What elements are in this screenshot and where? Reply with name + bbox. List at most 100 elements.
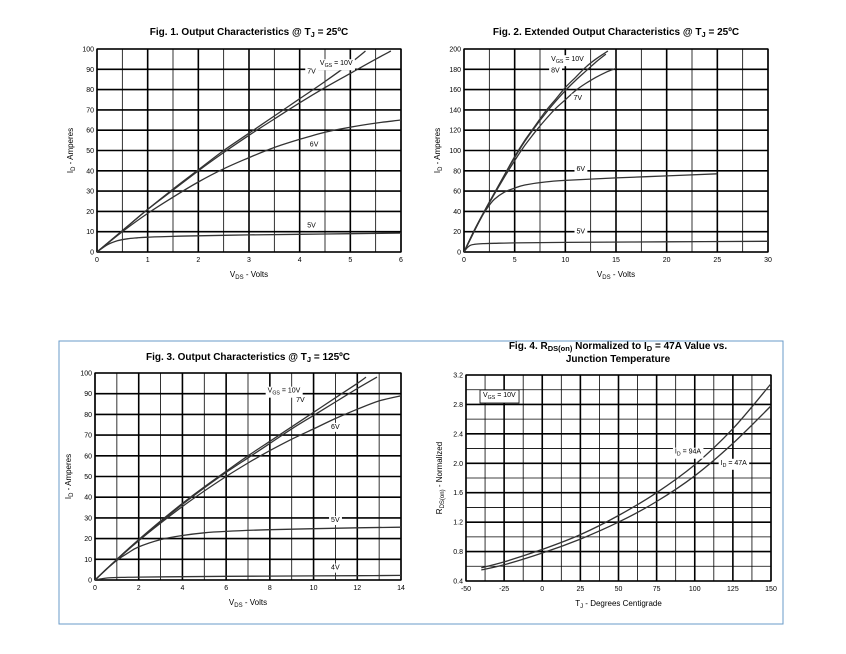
series-line-1 [481, 383, 771, 569]
y-tick-label: 20 [86, 209, 94, 216]
y-tick-label: 70 [86, 107, 94, 114]
y-tick-label: 1.6 [453, 490, 463, 497]
series-line-2 [481, 405, 771, 571]
x-tick-label: 4 [298, 257, 302, 264]
x-tick-label: 4 [180, 585, 184, 592]
legend-text: VGS = 10V [483, 392, 516, 401]
curve-label-bg [307, 140, 321, 150]
curve-label-bg [718, 458, 750, 470]
figure-frame [58, 340, 784, 625]
x-tick-label: 0 [462, 257, 466, 264]
series-line-3 [464, 67, 617, 252]
y-tick-label: 20 [84, 536, 92, 543]
y-tick-label: 0.8 [453, 549, 463, 556]
y-tick-label: 100 [449, 148, 461, 155]
chart-title: Fig. 4. RDS(on) Normalized to ID = 47A V… [509, 341, 728, 353]
x-tick-label: 10 [310, 585, 318, 592]
curve-label: 6V [576, 166, 585, 173]
y-tick-label: 90 [84, 391, 92, 398]
x-tick-label: 3 [247, 257, 251, 264]
y-tick-label: 100 [82, 47, 94, 54]
y-tick-label: 80 [84, 412, 92, 419]
series-line-4 [95, 526, 401, 580]
x-tick-label: 15 [612, 257, 620, 264]
chart-title: Fig. 1. Output Characteristics @ TJ = 25… [150, 27, 348, 39]
curve-label: 7V [573, 95, 582, 102]
y-tick-label: 40 [84, 495, 92, 502]
curve-label: 5V [576, 229, 585, 236]
chart-3: Fig. 3. Output Characteristics @ TJ = 12… [64, 352, 405, 609]
y-tick-label: 60 [86, 128, 94, 135]
x-tick-label: 0 [540, 586, 544, 593]
x-tick-label: 1 [146, 257, 150, 264]
curve-label-bg [549, 66, 563, 76]
curve-label-bg [265, 386, 303, 398]
y-tick-label: 60 [84, 453, 92, 460]
y-tick-label: 40 [86, 168, 94, 175]
x-tick-label: 10 [561, 257, 569, 264]
x-axis-label: VDS - Volts [230, 270, 268, 281]
curve-label-bg [329, 422, 342, 432]
legend-box [479, 389, 520, 404]
curve-label: VGS = 10V [320, 60, 353, 69]
chart-title-line2: Junction Temperature [566, 354, 671, 365]
y-tick-label: 20 [453, 229, 461, 236]
y-tick-label: 50 [84, 474, 92, 481]
y-tick-label: 120 [449, 128, 461, 135]
curve-label-bg [329, 516, 342, 526]
curve-label: 7V [296, 397, 305, 404]
curve-label-bg [549, 55, 587, 67]
y-tick-label: 70 [84, 433, 92, 440]
curve-label-bg [305, 221, 319, 231]
x-tick-label: 5 [513, 257, 517, 264]
y-axis-label: ID - Amperes [64, 454, 75, 499]
curve-label: 8V [551, 67, 560, 74]
y-tick-label: 60 [453, 189, 461, 196]
series-line-5 [95, 574, 401, 580]
x-tick-label: 6 [224, 585, 228, 592]
curve-label: 6V [331, 424, 340, 431]
chart-title: Fig. 3. Output Characteristics @ TJ = 12… [146, 352, 350, 364]
curve-label-bg [305, 67, 319, 77]
grid [96, 48, 402, 253]
curve-label: 5V [307, 223, 316, 230]
plot-border [463, 48, 769, 253]
y-axis-label: ID - Amperes [433, 128, 444, 173]
x-tick-label: -25 [499, 586, 509, 593]
plot-border [94, 372, 402, 581]
x-tick-label: 150 [765, 586, 777, 593]
curve-label-bg [574, 227, 588, 237]
x-tick-label: 25 [713, 257, 721, 264]
series-line-4 [464, 173, 718, 252]
y-tick-label: 160 [449, 87, 461, 94]
x-tick-label: 8 [268, 585, 272, 592]
y-tick-label: 140 [449, 107, 461, 114]
series-line-5 [464, 240, 768, 252]
y-tick-label: 0 [457, 250, 461, 257]
grid [465, 374, 772, 582]
curve-label: 6V [310, 141, 319, 148]
x-axis-label: VDS - Volts [597, 270, 635, 281]
x-tick-label: 2 [137, 585, 141, 592]
x-tick-label: 0 [95, 257, 99, 264]
y-tick-label: 80 [86, 87, 94, 94]
curve-label-bg [574, 164, 588, 174]
x-tick-label: 20 [663, 257, 671, 264]
y-tick-label: 50 [86, 148, 94, 155]
series-line-1 [464, 50, 609, 252]
series-line-4 [97, 232, 401, 252]
x-tick-label: 25 [576, 586, 584, 593]
x-tick-label: 30 [764, 257, 772, 264]
curve-label-bg [294, 395, 307, 405]
x-tick-label: 100 [689, 586, 701, 593]
curve-label: 7V [307, 68, 316, 75]
y-tick-label: 2.4 [453, 431, 463, 438]
curve-label-bg [571, 93, 585, 103]
grid [463, 48, 769, 253]
y-tick-label: 10 [86, 229, 94, 236]
curve-label: ID = 47A [721, 460, 748, 469]
series-line-3 [95, 395, 401, 580]
x-tick-label: 50 [615, 586, 623, 593]
x-axis-label: VDS - Volts [229, 598, 267, 609]
